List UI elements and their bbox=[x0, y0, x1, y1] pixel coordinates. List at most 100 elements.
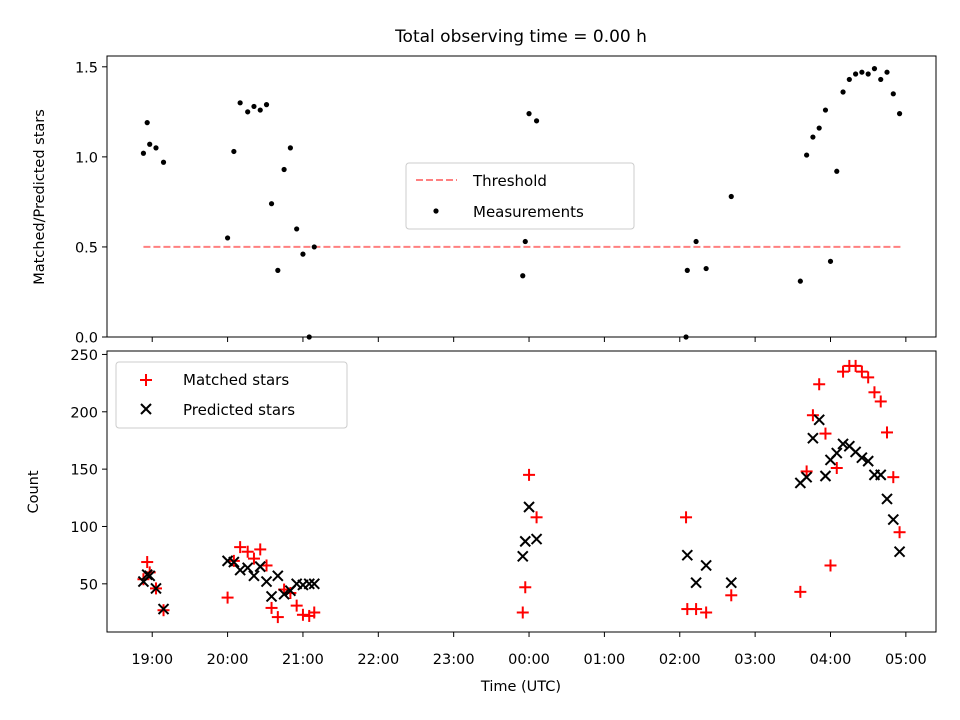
predicted-star-point bbox=[143, 570, 156, 582]
predicted-star-point bbox=[308, 578, 320, 590]
measurement-point bbox=[728, 193, 734, 200]
bottom-y-tick-label: 250 bbox=[70, 348, 98, 364]
legend-matched-label: Matched stars bbox=[183, 371, 289, 389]
x-tick-label: 05:00 bbox=[885, 652, 927, 668]
matched-star-point bbox=[247, 552, 260, 565]
legend-threshold-label: Threshold bbox=[472, 172, 547, 190]
measurement-point bbox=[804, 152, 810, 158]
x-tick-label: 21:00 bbox=[282, 652, 324, 668]
legend-measurements-label: Measurements bbox=[473, 203, 584, 221]
predicted-star-point bbox=[234, 564, 246, 576]
matched-star-point bbox=[265, 601, 278, 614]
matched-star-point bbox=[862, 371, 875, 384]
matched-star-point bbox=[254, 543, 267, 556]
matched-star-point bbox=[234, 541, 247, 554]
measurement-point bbox=[300, 251, 306, 257]
matched-star-point bbox=[221, 591, 234, 604]
x-tick-label: 19:00 bbox=[131, 652, 173, 668]
matched-star-point bbox=[241, 545, 254, 558]
top-legend-box bbox=[405, 162, 635, 230]
predicted-star-point bbox=[303, 578, 315, 590]
measurement-point bbox=[311, 244, 317, 250]
measurement-point bbox=[160, 159, 167, 165]
predicted-star-point bbox=[887, 513, 900, 526]
matched-star-point bbox=[523, 468, 536, 481]
bottom-legend: Matched stars Predicted stars bbox=[115, 361, 348, 429]
measurement-point bbox=[827, 258, 834, 264]
predicted-star-point bbox=[260, 575, 273, 588]
chart-title: Total observing time = 0.00 h bbox=[394, 27, 647, 47]
legend-measurements-swatch bbox=[433, 208, 439, 214]
x-tick-label: 01:00 bbox=[584, 652, 626, 668]
measurement-point bbox=[846, 76, 852, 83]
matched-star-point bbox=[874, 395, 887, 408]
top-y-tick-label: 0.5 bbox=[75, 240, 98, 256]
measurement-point bbox=[281, 166, 287, 173]
matched-star-point bbox=[690, 603, 703, 616]
predicted-star-point bbox=[248, 570, 260, 582]
measurement-point bbox=[816, 125, 822, 131]
matched-star-point bbox=[290, 599, 303, 612]
measurement-point bbox=[522, 238, 528, 245]
bottom-y-tick-label: 150 bbox=[70, 463, 98, 479]
top-x-ticks bbox=[151, 337, 907, 342]
x-tick-label: 20:00 bbox=[207, 652, 249, 668]
measurement-point bbox=[822, 107, 829, 113]
measurement-point bbox=[245, 109, 251, 115]
measurement-point bbox=[268, 201, 275, 207]
predicted-star-point bbox=[265, 590, 278, 603]
bottom-y-tick-label: 50 bbox=[80, 577, 98, 593]
predicted-star-point bbox=[893, 546, 906, 558]
legend-predicted-label: Predicted stars bbox=[183, 401, 295, 419]
x-tick-label: 22:00 bbox=[357, 652, 399, 668]
measurement-point bbox=[797, 278, 803, 284]
measurement-point bbox=[810, 134, 816, 140]
predicted-star-point bbox=[862, 455, 874, 467]
matched-star-point bbox=[516, 606, 529, 619]
predicted-star-point bbox=[272, 570, 284, 582]
matched-star-point bbox=[893, 526, 906, 539]
measurement-point bbox=[834, 168, 840, 174]
bottom-y-axis-label: Count bbox=[26, 470, 42, 513]
predicted-star-point bbox=[881, 493, 893, 505]
matched-star-point bbox=[868, 386, 881, 399]
measurement-point bbox=[237, 100, 243, 106]
top-y-tick-label: 0.0 bbox=[75, 331, 98, 347]
matched-star-point bbox=[725, 589, 738, 602]
x-tick-label: 03:00 bbox=[734, 652, 776, 668]
measurement-point bbox=[257, 107, 263, 113]
measurement-point bbox=[693, 238, 699, 245]
matched-star-point bbox=[530, 511, 543, 524]
measurement-point bbox=[684, 267, 690, 273]
measurement-point bbox=[703, 265, 709, 272]
predicted-star-point bbox=[523, 501, 535, 513]
matched-star-point bbox=[881, 426, 894, 439]
bottom-y-ticks: 50 100 150 200 250 bbox=[70, 348, 107, 593]
matched-star-point bbox=[700, 606, 713, 619]
predicted-star-point bbox=[519, 535, 531, 548]
top-legend: Threshold Measurements bbox=[405, 162, 635, 230]
matched-star-point bbox=[296, 608, 309, 621]
predicted-star-point bbox=[725, 576, 737, 589]
top-y-tick-label: 1.5 bbox=[75, 60, 98, 76]
measurement-point bbox=[871, 66, 878, 72]
x-tick-label: 04:00 bbox=[810, 652, 852, 668]
predicted-star-point bbox=[831, 447, 843, 459]
predicted-star-point bbox=[150, 582, 162, 595]
predicted-star-point bbox=[700, 559, 712, 572]
legend-predicted-swatch bbox=[140, 403, 152, 415]
matched-star-point bbox=[800, 465, 813, 478]
measurement-point bbox=[865, 71, 871, 77]
bottom-x-ticks: 19:00 20:00 21:00 22:00 23:00 00:00 01:00 02:00… bbox=[131, 632, 927, 668]
matched-star-point bbox=[680, 511, 693, 524]
matched-star-point bbox=[830, 461, 843, 474]
predicted-star-point bbox=[856, 451, 868, 464]
top-y-ticks: 0.0 0.5 1.0 1.5 bbox=[75, 60, 107, 347]
matched-star-point bbox=[887, 471, 900, 484]
measurement-point bbox=[153, 145, 159, 151]
measurement-point bbox=[890, 91, 896, 97]
predicted-star-point bbox=[278, 588, 290, 600]
measurement-point bbox=[840, 89, 846, 95]
top-panel: Total observing time = 0.00 h 0.0 0.5 1.0 1… bbox=[32, 27, 937, 347]
